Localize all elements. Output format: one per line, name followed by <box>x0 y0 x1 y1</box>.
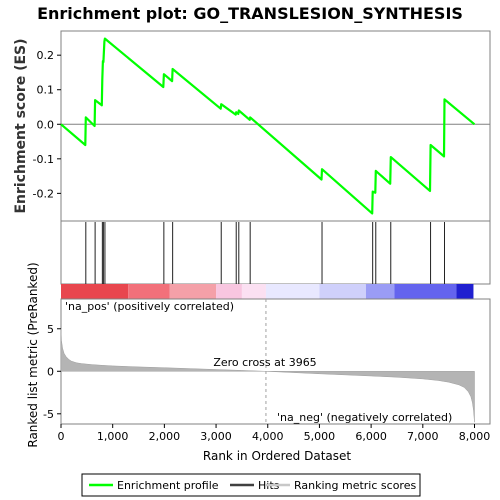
negative-correlated-label: 'na_neg' (negatively correlated) <box>277 411 452 424</box>
x-tick-label: 3,000 <box>200 430 232 443</box>
color-bar-segment <box>241 284 266 299</box>
hits-plot-area <box>60 220 491 285</box>
ranking-color-bar <box>61 284 474 299</box>
x-tick-label: 7,000 <box>407 430 439 443</box>
x-tick-label: 8,000 <box>459 430 491 443</box>
hits-panel <box>60 220 491 285</box>
x-tick-label: 5,000 <box>304 430 336 443</box>
x-tick-label: 6,000 <box>355 430 387 443</box>
x-axis-label: Rank in Ordered Dataset <box>203 449 351 463</box>
color-bar-segment <box>319 284 366 299</box>
zero-cross-label: Zero cross at 3965 <box>213 356 316 369</box>
color-bar-segment <box>456 284 474 299</box>
ranked-y-tick-label: -5 <box>43 408 54 421</box>
color-bar-segment <box>128 284 170 299</box>
x-axis: 0 1,000 2,000 3,000 4,000 5,000 6,000 7,000 8,00… <box>58 424 491 443</box>
positive-correlated-label: 'na_pos' (positively correlated) <box>65 300 234 313</box>
color-bar-segment <box>365 284 395 299</box>
es-panel: -0.2 -0.1 0.0 0.1 0.2 Enrichment score (ES) <box>13 30 491 222</box>
x-tick-label: 4,000 <box>252 430 284 443</box>
x-tick-label: 0 <box>58 430 65 443</box>
ranked-plot-area <box>60 298 491 425</box>
x-tick-label: 1,000 <box>97 430 129 443</box>
x-tick-label: 2,000 <box>149 430 181 443</box>
es-y-tick-label: -0.2 <box>33 187 54 200</box>
ranked-y-tick-label: 5 <box>47 323 54 336</box>
color-bar-segment <box>61 284 129 299</box>
legend-label-ranking: Ranking metric scores <box>294 479 416 492</box>
es-y-axis-label: Enrichment score (ES) <box>13 38 29 213</box>
color-bar-segment <box>169 284 217 299</box>
legend: Enrichment profile Hits Ranking metric s… <box>81 473 421 497</box>
es-plot-area <box>60 30 491 222</box>
color-bar-segment <box>216 284 242 299</box>
es-y-tick-label: -0.1 <box>33 153 54 166</box>
ranked-metric-panel: Zero cross at 3965 'na_pos' (positively … <box>26 262 491 463</box>
chart-title: Enrichment plot: GO_TRANSLESION_SYNTHESI… <box>37 4 463 23</box>
color-bar-segment <box>265 284 320 299</box>
ranked-y-tick-label: 0 <box>47 365 54 378</box>
legend-label-enrichment: Enrichment profile <box>117 479 219 492</box>
ranked-y-axis-label: Ranked list metric (PreRanked) <box>26 262 40 447</box>
enrichment-profile-line <box>60 37 476 215</box>
es-y-tick-label: 0.0 <box>37 118 55 131</box>
es-y-tick-label: 0.1 <box>37 84 55 97</box>
es-y-axis: -0.2 -0.1 0.0 0.1 0.2 <box>33 49 61 200</box>
color-bar-segment <box>394 284 457 299</box>
es-y-tick-label: 0.2 <box>37 49 55 62</box>
ranked-y-axis: -5 0 5 <box>43 323 61 421</box>
hit-markers <box>85 222 446 284</box>
